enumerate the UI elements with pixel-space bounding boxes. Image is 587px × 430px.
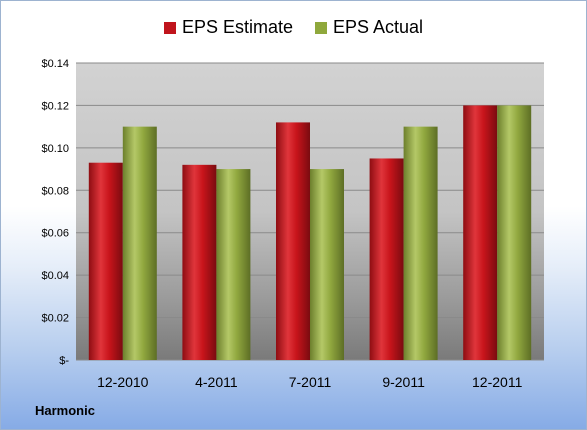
legend-label-estimate: EPS Estimate — [181, 17, 293, 37]
y-tick-label: $0.12 — [41, 100, 69, 112]
legend-label-actual: EPS Actual — [332, 17, 424, 37]
company-name: Harmonic — [35, 403, 95, 418]
y-tick-label: $0.06 — [41, 228, 69, 240]
y-tick-label: $0.10 — [41, 143, 69, 155]
bar-eps-actual — [216, 169, 251, 360]
bar-eps-estimate — [276, 122, 310, 361]
legend-item-actual: EPS Actual — [314, 17, 424, 38]
y-tick-label: $0.04 — [41, 270, 69, 282]
legend-item-estimate: EPS Estimate — [163, 17, 293, 38]
legend-swatch-estimate — [163, 21, 176, 34]
x-tick-label: 7-2011 — [289, 374, 332, 390]
y-tick-label: $0.02 — [41, 313, 69, 325]
bar-eps-estimate — [463, 105, 498, 360]
bar-eps-actual — [122, 126, 157, 361]
x-tick-label: 12-2011 — [472, 374, 523, 390]
bar-eps-estimate — [369, 158, 404, 360]
y-tick-label: $0.14 — [41, 58, 69, 70]
bar-eps-actual — [310, 169, 344, 360]
bar-eps-estimate — [182, 164, 217, 360]
x-tick-label: 9-2011 — [382, 374, 425, 390]
bar-eps-estimate — [88, 162, 123, 360]
bar-eps-actual — [497, 105, 532, 360]
y-tick-label: $0.08 — [41, 185, 69, 197]
y-tick-label: $- — [59, 355, 69, 367]
x-tick-label: 4-2011 — [195, 374, 238, 390]
bar-eps-actual — [403, 126, 438, 361]
x-tick-label: 12-2010 — [97, 374, 149, 390]
legend-swatch-actual — [314, 21, 327, 34]
legend: EPS Estimate EPS Actual — [1, 17, 586, 38]
